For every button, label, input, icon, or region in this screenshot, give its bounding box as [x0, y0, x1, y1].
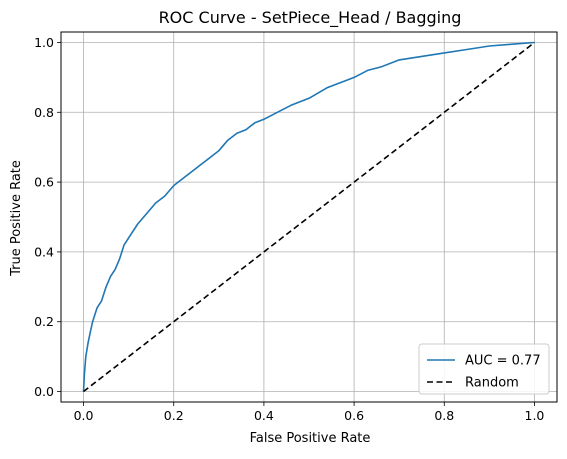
x-axis-label: False Positive Rate — [250, 431, 371, 446]
y-tick-label: 0.2 — [34, 314, 54, 329]
x-tick-label: 0.8 — [434, 408, 454, 423]
y-tick-label: 1.0 — [34, 35, 54, 50]
legend: AUC = 0.77 Random — [418, 343, 550, 395]
y-tick-label: 0.4 — [34, 244, 54, 259]
x-tick-label: 0.0 — [74, 408, 94, 423]
plot-frame — [60, 31, 558, 403]
tick-layer: 0.0 0.2 0.4 0.6 0.8 1.0 0.0 0.2 0.4 0.6 0.8 1.0 — [34, 35, 544, 423]
roc-curve-line — [82, 41, 535, 392]
y-tick-label: 0.0 — [34, 384, 54, 399]
y-tick-label: 0.8 — [34, 105, 54, 120]
legend-label: Random — [465, 376, 519, 391]
random-baseline-line — [83, 41, 535, 393]
chart-title: ROC Curve - SetPiece_Head / Bagging — [159, 8, 462, 28]
x-tick-label: 0.4 — [254, 408, 274, 423]
y-axis-label: True Positive Rate — [9, 160, 24, 277]
series-layer — [82, 41, 535, 393]
grid-layer — [61, 32, 557, 402]
y-tick-label: 0.6 — [34, 175, 54, 190]
legend-label: AUC = 0.77 — [465, 354, 541, 369]
x-tick-label: 1.0 — [525, 408, 545, 423]
x-tick-label: 0.6 — [344, 408, 364, 423]
x-tick-label: 0.2 — [164, 408, 184, 423]
